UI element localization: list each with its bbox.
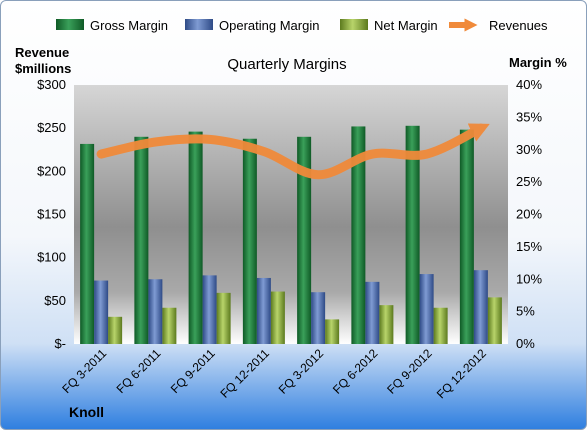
bar-net-margin xyxy=(270,291,285,344)
bar-operating-margin xyxy=(148,279,163,344)
category-label: FQ 9-2012 xyxy=(384,346,435,397)
bar-net-margin xyxy=(162,307,177,344)
left-tick-label: $250 xyxy=(37,120,66,135)
bar-operating-margin xyxy=(256,277,271,344)
right-tick-label: 30% xyxy=(516,142,542,157)
bar-gross-margin xyxy=(405,125,420,344)
revenue-line-group xyxy=(96,123,490,180)
category-label: FQ 6-2012 xyxy=(330,346,381,397)
legend-label-gross-margin: Gross Margin xyxy=(90,18,168,33)
bar-operating-margin xyxy=(365,281,380,344)
bar-operating-margin xyxy=(202,275,217,344)
bar-operating-margin xyxy=(419,274,434,344)
bar-gross-margin xyxy=(188,131,203,344)
bar-gross-margin xyxy=(242,138,257,344)
left-axis-label-line1: Revenue xyxy=(15,45,69,60)
bar-gross-margin xyxy=(80,143,95,344)
bar-gross-margin xyxy=(297,136,312,344)
category-labels: FQ 3-2011 FQ 6-2011 FQ 9-2011 FQ 12-2011 FQ … xyxy=(59,346,489,401)
bar-gross-margin xyxy=(134,136,149,344)
right-tick-label: 10% xyxy=(516,271,542,286)
left-tick-label: $200 xyxy=(37,163,66,178)
bar-net-margin xyxy=(216,292,231,344)
right-axis-label: Margin % xyxy=(509,55,567,70)
right-tick-label: 0% xyxy=(516,336,535,351)
company-label: Knoll xyxy=(69,404,104,420)
left-tick-label: $150 xyxy=(37,207,66,222)
bar-net-margin xyxy=(108,316,123,344)
legend: Gross Margin Operating Margin Net Margin… xyxy=(56,18,548,33)
category-label: FQ 6-2011 xyxy=(114,346,164,396)
right-tick-label: 15% xyxy=(516,239,542,254)
chart-title: Quarterly Margins xyxy=(227,56,346,73)
category-label: FQ 3-2012 xyxy=(276,346,327,397)
legend-swatch-net-margin xyxy=(340,19,368,30)
legend-swatch-gross-margin xyxy=(56,19,84,30)
right-axis-ticks: 0% 5% 10% 15% 20% 25% 30% 35% 40% xyxy=(516,77,542,351)
category-label: FQ 3-2011 xyxy=(59,346,109,396)
right-tick-label: 20% xyxy=(516,207,542,222)
bar-net-margin xyxy=(433,307,448,344)
legend-swatch-operating-margin xyxy=(185,19,213,30)
left-axis-ticks: $- $50 $100 $150 $200 $250 $300 xyxy=(37,77,66,351)
revenue-line xyxy=(96,123,490,180)
legend-label-revenues: Revenues xyxy=(489,18,548,33)
right-tick-label: 35% xyxy=(516,109,542,124)
left-tick-label: $100 xyxy=(37,250,66,265)
right-tick-label: 5% xyxy=(516,304,535,319)
bar-operating-margin xyxy=(94,280,109,344)
bar-net-margin xyxy=(487,297,502,344)
bars-group xyxy=(80,125,502,344)
right-tick-label: 40% xyxy=(516,77,542,92)
left-tick-label: $50 xyxy=(44,293,66,308)
bar-net-margin xyxy=(325,319,340,344)
category-label: FQ 9-2011 xyxy=(168,346,218,396)
left-tick-label: $300 xyxy=(37,77,66,92)
bar-gross-margin xyxy=(459,129,474,344)
bar-net-margin xyxy=(379,305,394,344)
left-tick-label: $- xyxy=(54,336,66,351)
category-label: FQ 12-2012 xyxy=(434,346,489,401)
category-label: FQ 12-2011 xyxy=(217,346,272,401)
left-axis-label-line2: $millions xyxy=(15,61,71,76)
bar-operating-margin xyxy=(473,270,488,344)
legend-label-net-margin: Net Margin xyxy=(374,18,438,33)
legend-label-operating-margin: Operating Margin xyxy=(219,18,319,33)
right-tick-label: 25% xyxy=(516,174,542,189)
bar-operating-margin xyxy=(311,292,326,344)
bar-gross-margin xyxy=(351,126,366,344)
